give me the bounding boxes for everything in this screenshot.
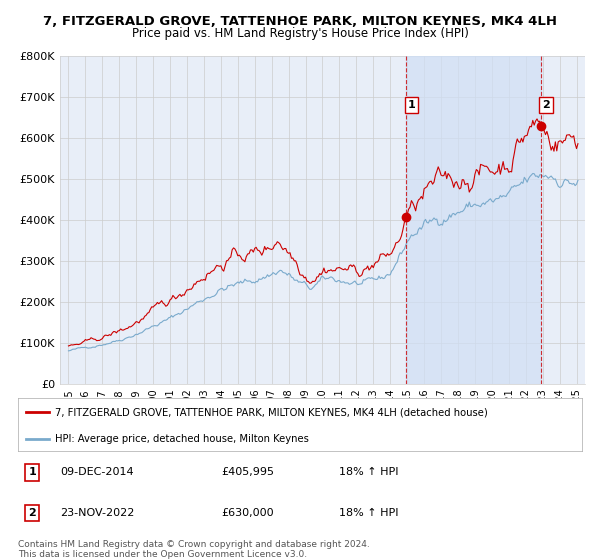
Text: 2: 2 — [28, 508, 36, 518]
Text: HPI: Average price, detached house, Milton Keynes: HPI: Average price, detached house, Milt… — [55, 434, 308, 444]
Text: 23-NOV-2022: 23-NOV-2022 — [60, 508, 134, 518]
Text: 18% ↑ HPI: 18% ↑ HPI — [340, 508, 399, 518]
Text: Contains HM Land Registry data © Crown copyright and database right 2024.
This d: Contains HM Land Registry data © Crown c… — [18, 540, 370, 559]
Text: 09-DEC-2014: 09-DEC-2014 — [60, 468, 134, 478]
Text: 1: 1 — [407, 100, 415, 110]
Text: 7, FITZGERALD GROVE, TATTENHOE PARK, MILTON KEYNES, MK4 4LH (detached house): 7, FITZGERALD GROVE, TATTENHOE PARK, MIL… — [55, 408, 487, 418]
Text: 2: 2 — [542, 100, 550, 110]
Text: £630,000: £630,000 — [221, 508, 274, 518]
Text: 7, FITZGERALD GROVE, TATTENHOE PARK, MILTON KEYNES, MK4 4LH: 7, FITZGERALD GROVE, TATTENHOE PARK, MIL… — [43, 15, 557, 28]
Text: 1: 1 — [28, 468, 36, 478]
Text: £405,995: £405,995 — [221, 468, 274, 478]
Text: 18% ↑ HPI: 18% ↑ HPI — [340, 468, 399, 478]
Bar — [406, 56, 541, 384]
Text: Price paid vs. HM Land Registry's House Price Index (HPI): Price paid vs. HM Land Registry's House … — [131, 27, 469, 40]
